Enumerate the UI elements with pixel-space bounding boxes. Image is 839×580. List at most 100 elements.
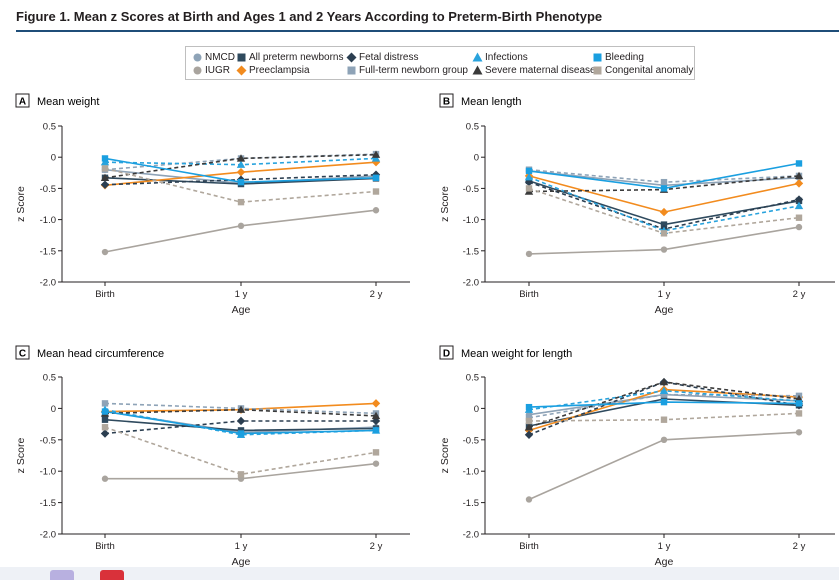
square-icon bbox=[593, 53, 602, 62]
data-point bbox=[660, 398, 668, 406]
legend-label: Fetal distress bbox=[359, 52, 419, 63]
legend-item-nmcd: NMCD bbox=[192, 51, 235, 64]
x-tick-label: 2 y bbox=[793, 541, 806, 552]
data-point bbox=[795, 214, 803, 221]
y-tick-label: -2.0 bbox=[463, 530, 479, 541]
data-point bbox=[100, 173, 110, 181]
triangle-icon bbox=[472, 52, 483, 62]
data-point bbox=[794, 195, 804, 204]
y-tick-label: -0.5 bbox=[40, 184, 56, 195]
legend-item-full-term-newborn-group: Full-term newborn group bbox=[346, 64, 468, 77]
data-point bbox=[101, 475, 109, 482]
title-rule bbox=[16, 30, 839, 32]
series-bleeding bbox=[101, 408, 380, 437]
legend-item-congenital-anomaly: Congenital anomaly bbox=[592, 64, 693, 77]
legend-label: NMCD bbox=[205, 52, 235, 63]
data-point bbox=[236, 416, 246, 426]
legend-marker-infections bbox=[472, 52, 483, 62]
data-point bbox=[795, 429, 803, 436]
data-point bbox=[794, 171, 804, 180]
circle-icon bbox=[193, 53, 202, 62]
y-tick-label: -1.0 bbox=[40, 215, 56, 226]
data-point bbox=[525, 496, 533, 503]
figure-title: Figure 1. Mean z Scores at Birth and Age… bbox=[16, 9, 603, 24]
legend-item-infections: Infections bbox=[472, 51, 528, 64]
y-tick-label: -1.5 bbox=[40, 498, 56, 509]
data-point bbox=[659, 207, 669, 217]
square-icon bbox=[593, 66, 602, 75]
y-tick-label: 0 bbox=[474, 404, 479, 415]
data-point bbox=[237, 471, 245, 478]
y-tick-label: 0 bbox=[474, 153, 479, 164]
x-tick-label: 1 y bbox=[658, 541, 671, 552]
legend-marker-severe-maternal-disease bbox=[472, 65, 483, 75]
data-point bbox=[236, 167, 246, 177]
legend-item-iugr: IUGR bbox=[192, 64, 230, 77]
series-iugr bbox=[525, 223, 803, 258]
pdf-icon[interactable] bbox=[100, 570, 124, 580]
legend-label: Congenital anomaly bbox=[605, 65, 694, 76]
circle-icon bbox=[193, 66, 202, 75]
panel-title: Mean weight for length bbox=[461, 348, 572, 360]
panel-letter-box bbox=[439, 93, 454, 108]
data-point bbox=[372, 427, 380, 434]
panel-letter-box bbox=[439, 345, 454, 360]
series-iugr bbox=[525, 429, 803, 503]
data-point bbox=[795, 160, 803, 167]
data-point bbox=[660, 178, 668, 186]
legend-marker-nmcd bbox=[193, 53, 202, 62]
legend-marker-iugr bbox=[193, 66, 202, 75]
y-axis-label: z Score bbox=[15, 438, 27, 474]
legend-marker-all-preterm-newborns bbox=[237, 53, 246, 62]
data-point bbox=[524, 430, 534, 439]
y-tick-label: -2.0 bbox=[40, 530, 56, 541]
y-tick-label: 0.5 bbox=[43, 373, 56, 384]
series-bleeding bbox=[525, 398, 803, 411]
series-bleeding bbox=[525, 160, 803, 192]
data-point bbox=[372, 174, 380, 181]
legend-label: IUGR bbox=[205, 65, 230, 76]
series-line bbox=[104, 209, 377, 253]
data-point bbox=[371, 411, 381, 420]
data-point bbox=[525, 250, 533, 258]
data-point bbox=[101, 416, 109, 423]
x-tick-label: 2 y bbox=[793, 289, 806, 300]
y-tick-label: 0 bbox=[51, 153, 56, 164]
panel-b: B Mean length 0.5 0 -0.5 -1.0 -1.5 -2.0 Birth 1 y… bbox=[439, 93, 835, 316]
data-point bbox=[525, 167, 533, 175]
y-tick-label: -2.0 bbox=[463, 278, 479, 289]
y-axis-label: z Score bbox=[439, 186, 451, 222]
legend-label: Infections bbox=[485, 52, 528, 63]
x-tick-label: Birth bbox=[519, 541, 539, 552]
bottom-toolbar bbox=[0, 567, 839, 580]
x-tick-label: 2 y bbox=[370, 289, 383, 300]
x-axis-label: Age bbox=[655, 556, 674, 568]
x-tick-label: Birth bbox=[95, 289, 115, 300]
panel-c: C Mean head circumference 0.5 0 -0.5 -1.0 -1.5… bbox=[15, 345, 410, 568]
panel-letter: B bbox=[443, 97, 450, 108]
legend-item-severe-maternal-disease: Severe maternal disease bbox=[472, 64, 596, 77]
data-point bbox=[660, 221, 668, 228]
data-point bbox=[372, 207, 380, 214]
legend-item-fetal-distress: Fetal distress bbox=[346, 51, 418, 64]
y-tick-label: 0.5 bbox=[466, 373, 479, 384]
x-axis-label: Age bbox=[232, 304, 251, 316]
data-point bbox=[524, 172, 534, 181]
series-iugr bbox=[101, 207, 380, 256]
data-point bbox=[237, 430, 245, 437]
legend-label: Severe maternal disease bbox=[485, 65, 596, 76]
data-point bbox=[795, 400, 803, 407]
series-infections bbox=[100, 154, 381, 168]
square-icon bbox=[347, 66, 356, 75]
y-tick-label: -0.5 bbox=[463, 184, 479, 195]
data-point bbox=[101, 165, 109, 172]
data-point bbox=[237, 222, 245, 230]
square-icon bbox=[237, 53, 246, 62]
app-icon[interactable] bbox=[50, 570, 74, 580]
data-point bbox=[795, 223, 803, 231]
legend-item-preeclampsia: Preeclampsia bbox=[236, 64, 310, 77]
data-point bbox=[237, 198, 245, 206]
series-congenital-anomaly bbox=[525, 185, 803, 237]
y-tick-label: -0.5 bbox=[463, 435, 479, 446]
